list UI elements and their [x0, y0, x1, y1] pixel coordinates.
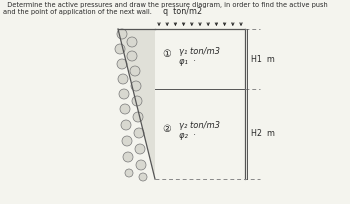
Circle shape	[132, 96, 142, 106]
Circle shape	[125, 169, 133, 177]
Text: and the point of application of the next wall.: and the point of application of the next…	[3, 9, 152, 15]
Circle shape	[133, 112, 143, 122]
Text: q  ton/m2: q ton/m2	[163, 7, 202, 16]
Text: γ₁ ton/m3: γ₁ ton/m3	[179, 47, 220, 55]
Text: Determine the active pressures and draw the pressure diagram, in order to find t: Determine the active pressures and draw …	[3, 2, 328, 8]
Circle shape	[139, 173, 147, 181]
Circle shape	[127, 51, 137, 61]
Text: H1  m: H1 m	[251, 54, 275, 63]
Circle shape	[119, 89, 129, 99]
Circle shape	[127, 37, 137, 47]
Circle shape	[122, 136, 132, 146]
Circle shape	[135, 144, 145, 154]
Circle shape	[131, 81, 141, 91]
Circle shape	[115, 44, 125, 54]
Polygon shape	[118, 29, 155, 179]
Text: ②: ②	[163, 124, 172, 134]
Circle shape	[118, 74, 128, 84]
Text: γ₂ ton/m3: γ₂ ton/m3	[179, 122, 220, 131]
Circle shape	[123, 152, 133, 162]
Circle shape	[130, 66, 140, 76]
Circle shape	[136, 160, 146, 170]
Circle shape	[121, 120, 131, 130]
Text: φ₁  ·: φ₁ ·	[179, 57, 196, 65]
Circle shape	[120, 104, 130, 114]
Text: φ₂  ·: φ₂ ·	[179, 132, 196, 141]
Text: H2  m: H2 m	[251, 130, 275, 139]
Text: ①: ①	[163, 49, 172, 59]
Circle shape	[117, 29, 127, 39]
Circle shape	[134, 128, 144, 138]
Circle shape	[117, 59, 127, 69]
